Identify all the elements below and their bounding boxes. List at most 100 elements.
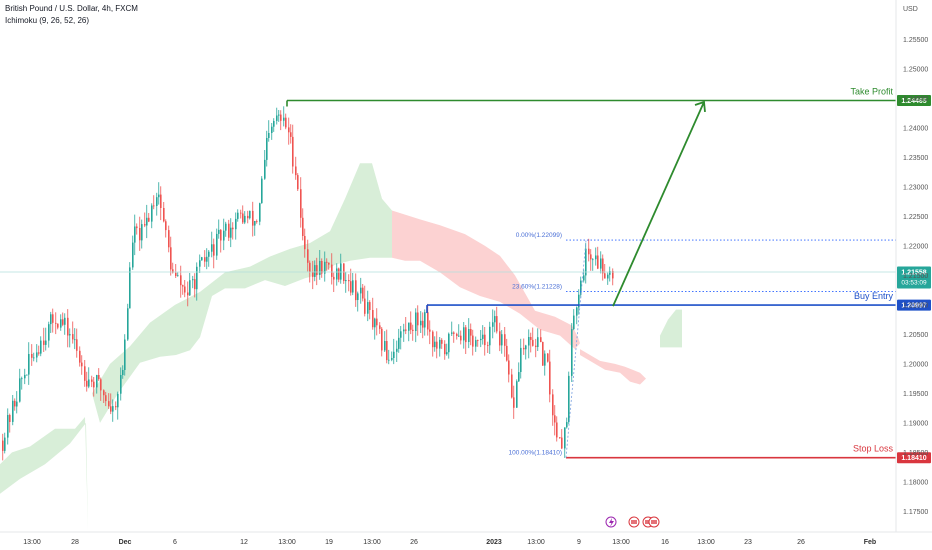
time-tick-label: 13:00	[612, 539, 630, 546]
price-tick-label: 1.24500	[903, 96, 928, 103]
price-tick-label: 1.22500	[903, 214, 928, 221]
candle-body	[26, 374, 28, 376]
candle-body	[338, 268, 340, 280]
time-tick-label: 13:00	[23, 539, 41, 546]
bull-cloud-main	[92, 163, 392, 423]
candle-body	[422, 320, 424, 328]
buy-entry-badge	[897, 299, 931, 311]
candle-body	[117, 393, 119, 408]
candle-body	[576, 307, 578, 316]
candle-body	[62, 319, 64, 325]
candle-body	[276, 115, 278, 121]
candle-body	[434, 341, 436, 348]
candle-body	[141, 224, 143, 241]
candle-body	[333, 276, 335, 280]
current-price-countdown-text: 03:53:09	[901, 280, 927, 287]
candle-body	[475, 340, 477, 347]
price-tick-label: 1.19500	[903, 391, 928, 398]
candle-body	[288, 127, 290, 133]
candle-body	[110, 406, 112, 412]
price-tick-label: 1.18000	[903, 479, 928, 486]
candle-body	[384, 341, 386, 351]
candle-body	[211, 244, 213, 252]
candle-body	[163, 208, 165, 222]
candle-body	[487, 345, 489, 346]
candle-body	[559, 437, 561, 439]
candle-body	[504, 334, 506, 346]
candle-body	[220, 229, 222, 241]
candle-body	[506, 345, 508, 361]
lightning-glyph	[609, 518, 614, 527]
candle-body	[331, 264, 333, 277]
candle-body	[144, 224, 146, 226]
candle-body	[43, 340, 45, 345]
candle-body	[432, 331, 434, 348]
candle-body	[57, 323, 59, 328]
candle-body	[108, 401, 110, 407]
candle-body	[352, 280, 354, 293]
candle-body	[206, 256, 208, 262]
candle-body	[578, 294, 580, 308]
candle-body	[19, 378, 21, 402]
buy-entry-label: Buy Entry	[854, 291, 894, 301]
candle-body	[213, 244, 215, 256]
candle-body	[544, 353, 546, 366]
candle-body	[372, 310, 374, 328]
candle-body	[136, 226, 138, 229]
candle-body	[237, 212, 239, 219]
candle-body	[300, 189, 302, 218]
candle-body	[216, 233, 218, 256]
candle-body	[480, 338, 482, 341]
time-axis: 13:00 28 Dec 6 12 13:00 19 13:00 26 2023 13:00 9 13:…	[0, 516, 932, 546]
candle-body	[465, 327, 467, 343]
candle-body	[456, 333, 458, 336]
candle-body	[453, 332, 455, 334]
candle-body	[520, 347, 522, 372]
candle-body	[319, 261, 321, 275]
candle-body	[340, 263, 342, 280]
candle-body	[302, 217, 304, 236]
candle-body	[172, 269, 174, 273]
candle-body	[528, 337, 530, 346]
candle-body	[156, 197, 158, 206]
projection-arrow-head	[694, 100, 706, 113]
fib-level-label: 23.60%(1.21228)	[512, 283, 562, 290]
bull-cloud-future	[660, 309, 682, 348]
candle-body	[259, 203, 261, 222]
candle-body	[362, 287, 364, 299]
time-tick-label: Dec	[119, 539, 132, 546]
candle-body	[374, 318, 376, 328]
price-tick-label: 1.23500	[903, 155, 928, 162]
candle-body	[564, 427, 566, 449]
flag-stripe	[651, 520, 657, 524]
candle-body	[273, 121, 275, 127]
price-tick-label: 1.19000	[903, 420, 928, 427]
candle-body	[124, 339, 126, 370]
candle-body	[595, 255, 597, 260]
candle-body	[304, 236, 306, 250]
candle-body	[542, 342, 544, 366]
time-tick-label: Feb	[864, 539, 876, 546]
candle-body	[2, 440, 4, 451]
candle-body	[38, 352, 40, 354]
candle-body	[484, 334, 486, 346]
candle-body	[405, 329, 407, 331]
candle-body	[129, 267, 131, 309]
candle-body	[441, 339, 443, 344]
candle-body	[547, 353, 549, 362]
projection-arrow-line	[612, 101, 705, 307]
candle-body	[379, 325, 381, 329]
candle-body	[247, 215, 249, 219]
candle-body	[588, 248, 590, 255]
candle-body	[261, 178, 263, 204]
buy-entry-badge-text: 1.20997	[901, 303, 926, 310]
candle-body	[516, 381, 518, 408]
chart-symbol-title[interactable]: British Pound / U.S. Dollar, 4h, FXCM	[5, 4, 138, 13]
candle-body	[280, 114, 282, 121]
candle-body	[127, 308, 129, 340]
indicator-legend[interactable]: Ichimoku (9, 26, 52, 26)	[5, 16, 90, 25]
candle-body	[324, 261, 326, 274]
candle-body	[165, 221, 167, 231]
candle-body	[84, 366, 86, 381]
